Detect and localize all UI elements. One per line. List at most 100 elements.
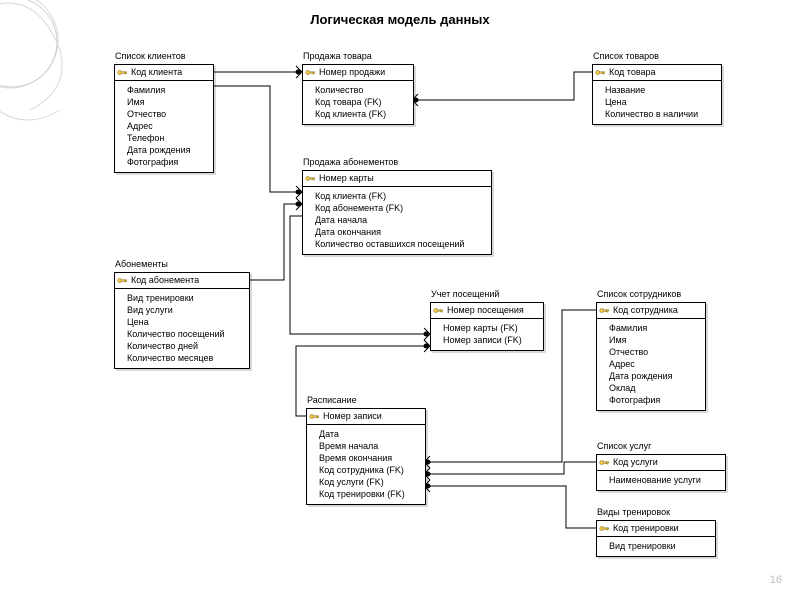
pk-label: Код услуги	[613, 457, 658, 468]
entity-goods: Список товаровКод товараНазваниеЦенаКоли…	[592, 64, 722, 125]
entity-visits: Учет посещенийНомер посещенияНомер карты…	[430, 302, 544, 351]
primary-key-row: Номер посещения	[431, 303, 543, 319]
primary-key-row: Код сотрудника	[597, 303, 705, 319]
attribute-list: ФамилияИмяОтчествоАдресТелефонДата рожде…	[115, 81, 213, 172]
attribute: Номер записи (FK)	[443, 334, 537, 346]
attribute: Код услуги (FK)	[319, 476, 419, 488]
primary-key-row: Номер продажи	[303, 65, 413, 81]
key-icon	[117, 276, 128, 285]
decorative-corner	[0, 0, 80, 180]
attribute: Цена	[605, 96, 715, 108]
page-number: 16	[770, 574, 782, 586]
attribute: Количество	[315, 84, 407, 96]
attribute: Код сотрудника (FK)	[319, 464, 419, 476]
attribute-list: Наименование услуги	[597, 471, 725, 490]
attribute: Фамилия	[127, 84, 207, 96]
key-icon	[117, 68, 128, 77]
attribute: Вид тренировки	[127, 292, 243, 304]
pk-label: Код товара	[609, 67, 656, 78]
key-icon	[595, 68, 606, 77]
attribute: Цена	[127, 316, 243, 328]
attribute-list: Вид тренировкиВид услугиЦенаКоличество п…	[115, 289, 249, 368]
attribute-list: ФамилияИмяОтчествоАдресДата рожденияОкла…	[597, 319, 705, 410]
pk-label: Код клиента	[131, 67, 182, 78]
attribute: Дата	[319, 428, 419, 440]
attribute: Адрес	[127, 120, 207, 132]
attribute: Количество оставшихся посещений	[315, 238, 485, 250]
attribute: Количество дней	[127, 340, 243, 352]
attribute: Количество посещений	[127, 328, 243, 340]
attribute: Номер карты (FK)	[443, 322, 537, 334]
attribute: Телефон	[127, 132, 207, 144]
attribute-list: Вид тренировки	[597, 537, 715, 556]
key-icon	[309, 412, 320, 421]
pk-label: Код сотрудника	[613, 305, 678, 316]
attribute: Код клиента (FK)	[315, 108, 407, 120]
pk-label: Номер записи	[323, 411, 382, 422]
attribute: Время окончания	[319, 452, 419, 464]
attribute: Название	[605, 84, 715, 96]
attribute: Вид тренировки	[609, 540, 709, 552]
attribute: Вид услуги	[127, 304, 243, 316]
entity-title: Расписание	[307, 395, 357, 405]
primary-key-row: Код товара	[593, 65, 721, 81]
entity-schedule: РасписаниеНомер записиДатаВремя началаВр…	[306, 408, 426, 505]
entity-title: Список сотрудников	[597, 289, 681, 299]
pk-label: Номер продажи	[319, 67, 385, 78]
key-icon	[433, 306, 444, 315]
entity-clients: Список клиентовКод клиентаФамилияИмяОтче…	[114, 64, 214, 173]
attribute-list: КоличествоКод товара (FK)Код клиента (FK…	[303, 81, 413, 124]
attribute: Фотография	[609, 394, 699, 406]
entity-title: Продажа товара	[303, 51, 372, 61]
pk-label: Код абонемента	[131, 275, 199, 286]
entity-title: Продажа абонементов	[303, 157, 398, 167]
entity-sales: Продажа товараНомер продажиКоличествоКод…	[302, 64, 414, 125]
key-icon	[305, 68, 316, 77]
attribute: Код клиента (FK)	[315, 190, 485, 202]
entity-staff: Список сотрудниковКод сотрудникаФамилияИ…	[596, 302, 706, 411]
attribute: Дата рождения	[127, 144, 207, 156]
attribute: Фотография	[127, 156, 207, 168]
attribute-list: ДатаВремя началаВремя окончанияКод сотру…	[307, 425, 425, 504]
entity-subs: АбонементыКод абонементаВид тренировкиВи…	[114, 272, 250, 369]
attribute: Дата рождения	[609, 370, 699, 382]
primary-key-row: Код тренировки	[597, 521, 715, 537]
attribute: Код тренировки (FK)	[319, 488, 419, 500]
attribute: Количество в наличии	[605, 108, 715, 120]
pk-label: Код тренировки	[613, 523, 679, 534]
primary-key-row: Код клиента	[115, 65, 213, 81]
entity-title: Виды тренировок	[597, 507, 670, 517]
entity-services: Список услугКод услугиНаименование услуг…	[596, 454, 726, 491]
attribute: Имя	[127, 96, 207, 108]
attribute: Количество месяцев	[127, 352, 243, 364]
entity-title: Список товаров	[593, 51, 659, 61]
attribute: Время начала	[319, 440, 419, 452]
diagram-title: Логическая модель данных	[0, 12, 800, 27]
primary-key-row: Номер карты	[303, 171, 491, 187]
entity-title: Абонементы	[115, 259, 168, 269]
attribute: Отчество	[127, 108, 207, 120]
key-icon	[599, 306, 610, 315]
attribute-list: НазваниеЦенаКоличество в наличии	[593, 81, 721, 124]
attribute: Код товара (FK)	[315, 96, 407, 108]
key-icon	[599, 524, 610, 533]
key-icon	[599, 458, 610, 467]
primary-key-row: Код услуги	[597, 455, 725, 471]
attribute: Фамилия	[609, 322, 699, 334]
primary-key-row: Номер записи	[307, 409, 425, 425]
attribute: Код абонемента (FK)	[315, 202, 485, 214]
attribute: Имя	[609, 334, 699, 346]
pk-label: Номер карты	[319, 173, 374, 184]
attribute: Отчество	[609, 346, 699, 358]
entity-sub_sales: Продажа абонементовНомер картыКод клиент…	[302, 170, 492, 255]
pk-label: Номер посещения	[447, 305, 524, 316]
attribute: Адрес	[609, 358, 699, 370]
entity-title: Список клиентов	[115, 51, 186, 61]
primary-key-row: Код абонемента	[115, 273, 249, 289]
entity-trainings: Виды тренировокКод тренировкиВид трениро…	[596, 520, 716, 557]
attribute: Оклад	[609, 382, 699, 394]
key-icon	[305, 174, 316, 183]
attribute: Дата начала	[315, 214, 485, 226]
attribute: Наименование услуги	[609, 474, 719, 486]
attribute: Дата окончания	[315, 226, 485, 238]
